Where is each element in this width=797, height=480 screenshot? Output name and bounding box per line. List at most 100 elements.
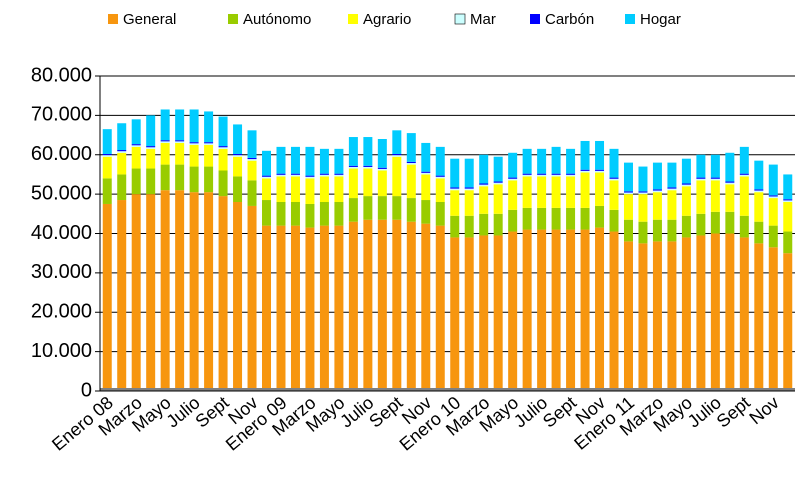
bar-segment: [609, 209, 619, 232]
bar-segment: [319, 148, 329, 174]
bar-segment: [262, 200, 272, 226]
bar-segment: [276, 202, 286, 226]
bar-segment: [421, 200, 431, 224]
bar-segment: [623, 162, 633, 192]
bar-segment: [450, 187, 460, 189]
bar-segment: [305, 175, 315, 177]
bar-segment: [652, 189, 662, 191]
bar-segment: [117, 152, 127, 175]
bar-segment: [146, 148, 156, 169]
bar-segment: [623, 241, 633, 391]
legend-swatch: [625, 14, 635, 24]
bar-segment: [667, 187, 677, 189]
bar-segment: [580, 169, 590, 171]
bar-segment: [609, 178, 619, 181]
legend-label: Autónomo: [243, 11, 311, 28]
bar-segment: [681, 183, 691, 185]
bar-segment: [305, 203, 315, 228]
bar-segment: [681, 158, 691, 184]
bar-segment: [102, 203, 112, 391]
bar-segment: [667, 241, 677, 391]
bar-segment: [334, 202, 344, 226]
bar-segment: [595, 169, 605, 171]
bar-segment: [435, 202, 445, 226]
bar-segment: [175, 142, 185, 165]
bar-segment: [537, 148, 547, 174]
bar-segment: [247, 159, 257, 161]
bar-segment: [595, 140, 605, 170]
bar-segment: [175, 140, 185, 142]
bar-segment: [406, 221, 416, 391]
bar-segment: [493, 181, 503, 183]
bar-segment: [204, 144, 214, 167]
bar-segment: [696, 213, 706, 236]
bar-segment: [305, 227, 315, 391]
bar-segment: [204, 111, 214, 143]
legend-label: Agrario: [363, 11, 411, 28]
bar-segment: [493, 182, 503, 185]
bar-segment: [696, 177, 706, 179]
bar-segment: [117, 200, 127, 391]
bar-segment: [508, 178, 518, 181]
bar-segment: [595, 205, 605, 228]
bar-segment: [551, 174, 561, 177]
bar-segment: [377, 196, 387, 220]
bar-segment: [566, 176, 576, 208]
legend-label: Mar: [470, 11, 496, 28]
bar-segment: [218, 147, 228, 149]
bar-segment: [290, 176, 300, 202]
bar-segment: [392, 130, 402, 154]
bar-segment: [218, 146, 228, 148]
bar-segment: [218, 170, 228, 197]
bar-segment: [233, 124, 243, 154]
bar-segment: [146, 194, 156, 391]
y-tick-label: 30.000: [31, 261, 92, 283]
bar-segment: [595, 227, 605, 391]
bar-segment: [652, 192, 662, 220]
bar-segment: [392, 153, 402, 156]
bar-segment: [189, 143, 199, 145]
bar-segment: [363, 137, 373, 166]
bar-segment: [551, 207, 561, 230]
bar-segment: [276, 174, 286, 177]
bar-segment: [493, 235, 503, 391]
bar-segment: [319, 225, 329, 391]
bar-segment: [508, 209, 518, 232]
bar-segment: [377, 219, 387, 391]
bar-segment: [566, 174, 576, 177]
bar-segment: [131, 168, 141, 195]
bar-segment: [667, 190, 677, 220]
bar-segment: [681, 215, 691, 238]
bar-segment: [725, 181, 735, 183]
bar-segment: [363, 196, 373, 220]
bar-segment: [508, 180, 518, 210]
bar-segment: [783, 199, 793, 201]
bar-segment: [551, 146, 561, 174]
bar-segment: [233, 155, 243, 157]
bar-segment: [681, 186, 691, 216]
bar-segment: [450, 215, 460, 238]
bar-segment: [739, 215, 749, 238]
bar-segment: [131, 194, 141, 391]
bar-segment: [754, 189, 764, 191]
bar-segment: [739, 173, 749, 175]
bar-segment: [435, 178, 445, 202]
bar-segment: [638, 192, 648, 195]
bar-segment: [406, 161, 416, 164]
legend-label: Carbón: [545, 11, 594, 28]
bar-segment: [146, 146, 156, 148]
bar-segment: [681, 184, 691, 187]
bar-segment: [406, 198, 416, 222]
bar-segment: [262, 176, 272, 179]
bar-segment: [739, 174, 749, 177]
bar-segment: [609, 148, 619, 178]
bar-segment: [421, 223, 431, 391]
y-tick-label: 80.000: [31, 64, 92, 86]
y-tick-label: 60.000: [31, 143, 92, 165]
bar-segment: [189, 166, 199, 193]
bar-segment: [667, 219, 677, 242]
bar-segment: [233, 153, 243, 156]
bar-segment: [131, 119, 141, 145]
bar-segment: [754, 190, 764, 193]
bar-segment: [348, 221, 358, 391]
